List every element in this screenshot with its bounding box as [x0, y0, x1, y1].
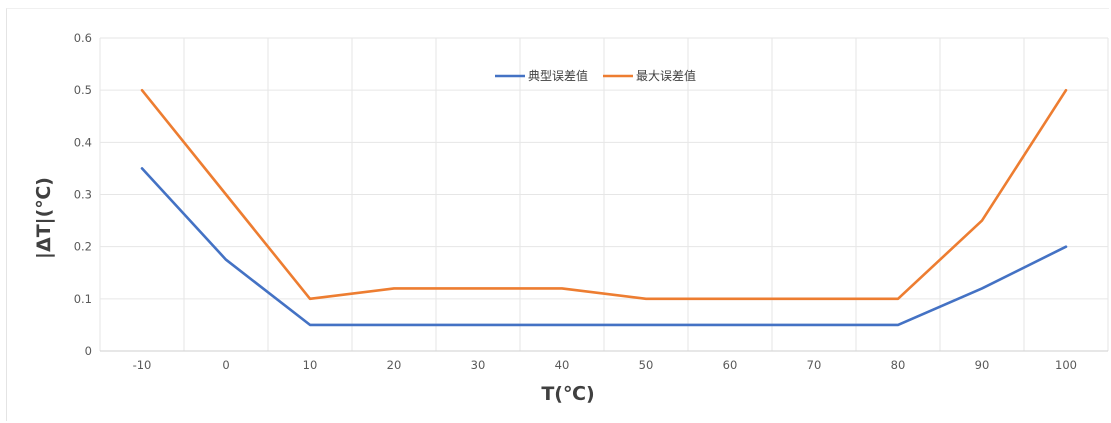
- y-axis-title: |ΔT|(℃): [33, 177, 55, 259]
- x-tick-label: 20: [387, 358, 402, 372]
- x-tick-label: -10: [133, 358, 152, 372]
- x-tick-label: 40: [555, 358, 570, 372]
- x-tick-label: 80: [891, 358, 906, 372]
- y-tick-label: 0: [85, 344, 92, 358]
- gridlines: [99, 37, 1109, 352]
- x-tick-label: 10: [303, 358, 318, 372]
- x-tick-label: 100: [1055, 358, 1077, 372]
- series-line-0: [140, 167, 1068, 327]
- series-lines: [140, 88, 1068, 327]
- y-tick-label: 0.3: [74, 188, 92, 202]
- legend-label-1: 最大误差值: [636, 68, 696, 83]
- x-tick-label: 30: [471, 358, 486, 372]
- legend: 典型误差值 最大误差值: [495, 68, 696, 83]
- x-tick-label: 70: [807, 358, 822, 372]
- y-tick-label: 0.5: [74, 83, 92, 97]
- chart-frame: [6, 8, 1109, 421]
- x-tick-label: 60: [723, 358, 738, 372]
- series-line-1: [140, 88, 1068, 301]
- x-tick-label: 0: [222, 358, 229, 372]
- x-axis-ticks: -10 0 10 20 30 40 50 60 70 80 90 100: [133, 358, 1077, 372]
- y-tick-label: 0.1: [74, 292, 92, 306]
- y-axis-ticks: 0 0.1 0.2 0.3 0.4 0.5 0.6: [74, 31, 92, 358]
- x-tick-label: 90: [975, 358, 990, 372]
- x-axis-title: T(℃): [541, 383, 594, 405]
- y-tick-label: 0.4: [74, 135, 92, 149]
- y-tick-label: 0.2: [74, 240, 92, 254]
- x-tick-label: 50: [639, 358, 654, 372]
- legend-label-0: 典型误差值: [528, 68, 588, 83]
- y-tick-label: 0.6: [74, 31, 92, 45]
